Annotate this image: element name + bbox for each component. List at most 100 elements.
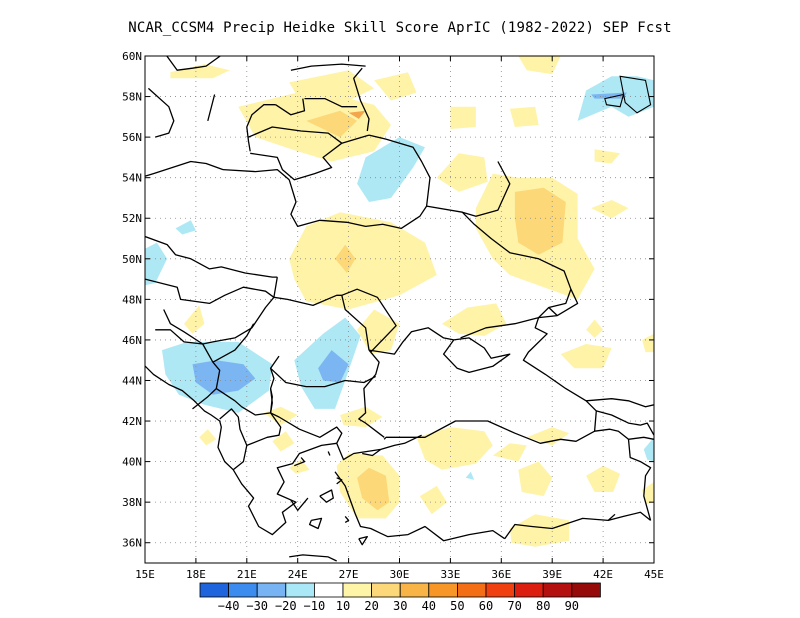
skill-region bbox=[272, 431, 295, 452]
border-line bbox=[362, 448, 382, 457]
lon-tick-label: 21E bbox=[237, 568, 257, 581]
border-line bbox=[246, 412, 282, 447]
border-line bbox=[290, 63, 366, 71]
lat-tick-label: 46N bbox=[122, 334, 142, 347]
border-line bbox=[166, 56, 222, 71]
colorbar-swatch bbox=[542, 582, 573, 598]
border-line bbox=[353, 67, 370, 132]
lat-tick-label: 52N bbox=[122, 212, 142, 225]
skill-region bbox=[514, 187, 566, 255]
border-line bbox=[147, 87, 175, 138]
border-line bbox=[607, 513, 616, 521]
skill-region bbox=[518, 461, 553, 497]
lon-tick-label: 39E bbox=[542, 568, 562, 581]
border-line bbox=[594, 428, 629, 440]
colorbar-label: 20 bbox=[364, 599, 378, 613]
border-line bbox=[383, 436, 387, 440]
colorbar-label: 30 bbox=[393, 599, 407, 613]
colorbar-label: 60 bbox=[479, 599, 493, 613]
border-line bbox=[145, 278, 275, 305]
border-line bbox=[145, 160, 224, 177]
colorbar-swatch bbox=[228, 582, 258, 598]
colorbar-swatch bbox=[428, 582, 458, 598]
skill-region bbox=[289, 212, 437, 310]
skill-region bbox=[175, 220, 196, 235]
lat-tick-label: 50N bbox=[122, 253, 142, 266]
colorbar-swatch bbox=[285, 582, 315, 598]
border-line bbox=[163, 296, 275, 345]
lat-tick-label: 38N bbox=[122, 496, 142, 509]
border-line bbox=[145, 365, 234, 471]
skill-region bbox=[642, 333, 654, 353]
lat-tick-label: 58N bbox=[122, 91, 142, 104]
skill-region bbox=[586, 319, 604, 338]
skill-region bbox=[170, 64, 230, 79]
border-line bbox=[246, 104, 276, 152]
border-line bbox=[222, 168, 290, 181]
lat-tick-label: 60N bbox=[122, 50, 142, 63]
lon-tick-label: 24E bbox=[288, 568, 308, 581]
colorbar-label: −20 bbox=[275, 599, 297, 613]
lon-tick-label: 36E bbox=[491, 568, 511, 581]
border-line bbox=[358, 349, 385, 438]
border-line bbox=[504, 511, 652, 540]
colorbar-swatch bbox=[371, 582, 401, 598]
border-line bbox=[358, 535, 368, 546]
skill-region bbox=[263, 406, 298, 426]
lat-tick-label: 54N bbox=[122, 172, 142, 185]
border-line bbox=[248, 126, 370, 144]
skill-region bbox=[419, 485, 447, 515]
skill-region bbox=[184, 305, 205, 334]
lon-tick-label: 27E bbox=[339, 568, 359, 581]
border-line bbox=[269, 355, 343, 444]
colorbar-label: 40 bbox=[422, 599, 436, 613]
lat-tick-label: 56N bbox=[122, 131, 142, 144]
dotted-grid bbox=[145, 56, 654, 563]
latitude-axis: 60N 58N 56N 54N 52N 50N 48N 46N 44N 42N 40N 38N 36N bbox=[122, 50, 654, 550]
border-line bbox=[294, 457, 306, 467]
border-line bbox=[290, 497, 309, 511]
border-line bbox=[308, 517, 323, 530]
colorbar-swatch bbox=[571, 582, 601, 598]
skill-region bbox=[289, 70, 375, 101]
skill-region bbox=[594, 149, 621, 164]
border-line bbox=[304, 97, 358, 108]
skill-region bbox=[192, 360, 256, 395]
skill-region bbox=[577, 76, 654, 121]
lon-tick-label: 30E bbox=[390, 568, 410, 581]
skill-region bbox=[441, 303, 507, 336]
border-line bbox=[327, 451, 331, 456]
colorbar-swatch bbox=[342, 582, 373, 598]
skill-region bbox=[526, 427, 570, 446]
border-line bbox=[336, 477, 343, 485]
map-title: NCAR_CCSM4 Precip Heidke Skill Score Apr… bbox=[128, 20, 672, 36]
lon-tick-label: 15E bbox=[135, 568, 155, 581]
lat-tick-label: 42N bbox=[122, 415, 142, 428]
border-line bbox=[319, 489, 334, 503]
colorbar-label: −30 bbox=[246, 599, 268, 613]
border-line bbox=[341, 295, 370, 351]
skill-region bbox=[357, 137, 425, 202]
lat-tick-label: 44N bbox=[122, 374, 142, 387]
skill-region bbox=[238, 92, 391, 162]
border-line bbox=[334, 471, 506, 542]
border-line bbox=[212, 323, 255, 363]
skill-region bbox=[586, 465, 621, 492]
skill-region bbox=[348, 110, 366, 119]
lon-tick-label: 33E bbox=[440, 568, 460, 581]
skill-region bbox=[591, 200, 629, 219]
skill-region bbox=[306, 110, 358, 138]
skill-region bbox=[492, 443, 527, 462]
colorbar-label: 70 bbox=[507, 599, 521, 613]
lon-tick-label: 45E bbox=[644, 568, 664, 581]
skill-region bbox=[416, 427, 493, 470]
colorbar-label: 10 bbox=[336, 599, 350, 613]
colorbar-swatch bbox=[485, 582, 516, 598]
border-line bbox=[289, 554, 337, 562]
border-line bbox=[219, 408, 248, 471]
skill-region bbox=[199, 429, 217, 446]
border-line bbox=[385, 316, 597, 444]
lon-tick-label: 18E bbox=[186, 568, 206, 581]
colorbar-label: 50 bbox=[450, 599, 464, 613]
